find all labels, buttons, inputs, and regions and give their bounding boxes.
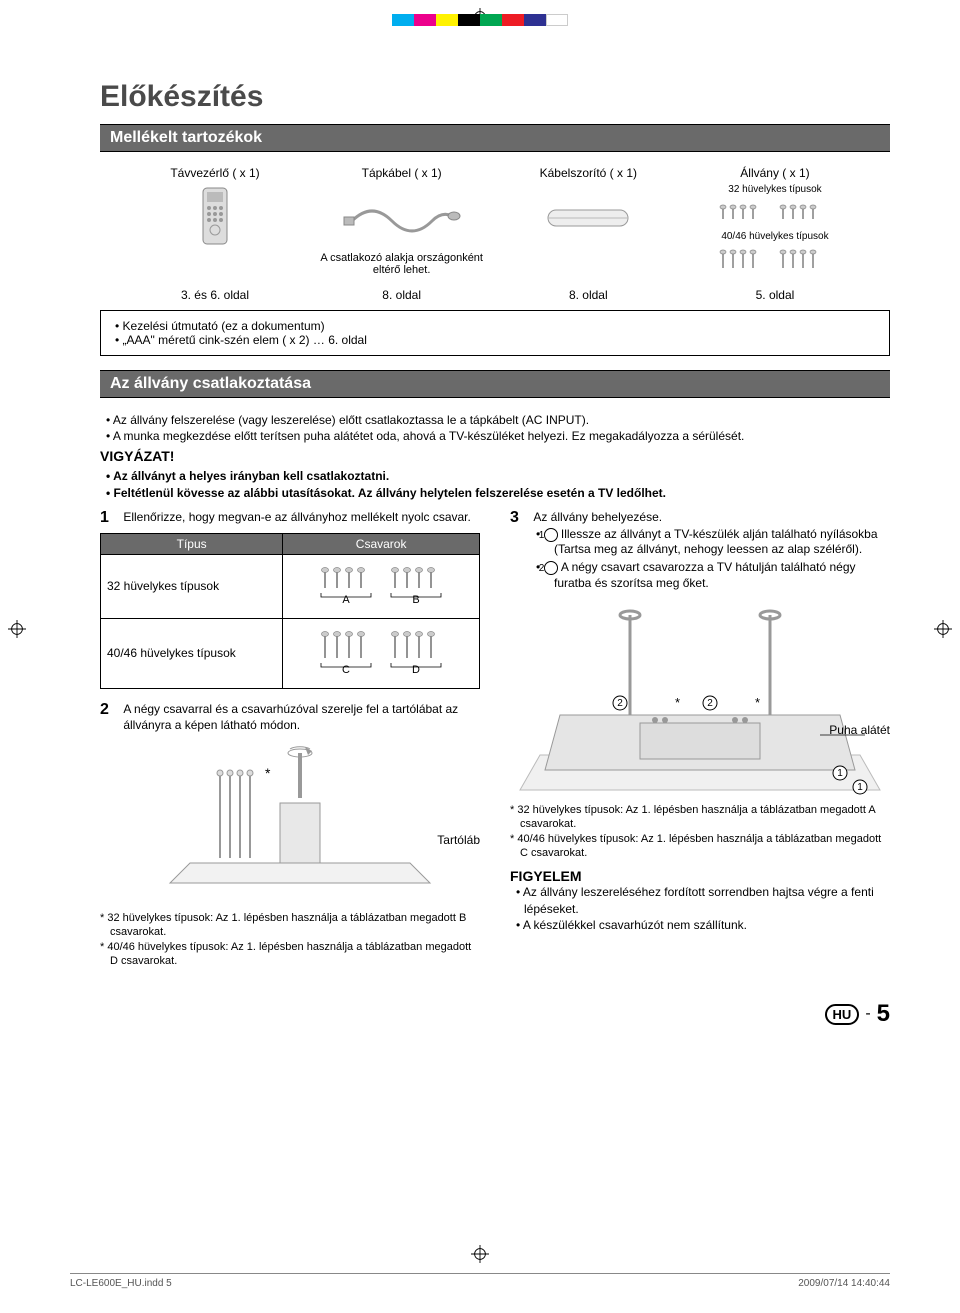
step3-footnotes: * 32 hüvelykes típusok: Az 1. lépésben h… xyxy=(510,803,890,860)
svg-text:2: 2 xyxy=(617,698,623,709)
svg-text:*: * xyxy=(675,695,680,710)
acc-cable-clip: Kábelszorító ( x 1) xyxy=(503,166,673,278)
acc-stand-40: 40/46 hüvelykes típusok xyxy=(690,231,860,242)
bullet2-0: Az állványt a helyes irányban kell csatl… xyxy=(106,468,890,484)
right-column: 3 Az állvány behelyezése. 1 Illessze az … xyxy=(510,509,890,969)
page-sep: - xyxy=(865,1005,870,1023)
att-1: A készülékkel csavarhúzót nem szállítunk… xyxy=(516,917,890,933)
attention-list: Az állvány leszereléséhez fordított sorr… xyxy=(510,884,890,933)
acc-stand-32: 32 hüvelykes típusok xyxy=(690,184,860,195)
screw-table: Típus Csavarok 32 hüvelykes típusok A B xyxy=(100,533,480,689)
fn3-0: 32 hüvelykes típusok: Az 1. lépésben has… xyxy=(517,804,875,830)
stand-content: Az állvány felszerelése (vagy leszerelés… xyxy=(100,412,890,968)
acc-power-sub: A csatlakozó alakja országonként eltérő … xyxy=(317,252,487,276)
screws-40-icon xyxy=(715,248,835,272)
bullet1-0: Az állvány felszerelése (vagy leszerelés… xyxy=(106,412,890,428)
left-column: 1 Ellenőrizze, hogy megvan-e az állványh… xyxy=(100,509,480,969)
acc-power-cable: Tápkábel ( x 1) A csatlakozó alakja orsz… xyxy=(317,166,487,278)
row1-screws: C D xyxy=(283,618,480,688)
page-content: Előkészítés Mellékelt tartozékok Távvezé… xyxy=(100,80,890,968)
screws-32-icon xyxy=(715,203,835,223)
bullet2-1: Feltétlenül kövesse az alábbi utasítások… xyxy=(106,485,890,501)
fn2-0: 32 hüvelykes típusok: Az 1. lépésben has… xyxy=(107,912,466,938)
step3-diagram: 2 * 2 * 1 1 Puha alátét xyxy=(510,595,890,795)
svg-text:1: 1 xyxy=(857,782,863,793)
step3-sublist: 1 Illessze az állványt a TV-készülék alj… xyxy=(530,527,890,591)
step2-num: 2 xyxy=(100,701,120,719)
page-num: 5 xyxy=(877,1000,890,1028)
step2-text: A négy csavarral és a csavarhúzóval szer… xyxy=(123,701,479,733)
svg-text:A: A xyxy=(342,594,350,605)
page-refs: 3. és 6. oldal 8. oldal 8. oldal 5. olda… xyxy=(130,288,860,302)
power-cable-icon xyxy=(342,191,462,241)
footer-right: 2009/07/14 14:40:44 xyxy=(798,1278,890,1289)
step1-text: Ellenőrizze, hogy megvan-e az állványhoz… xyxy=(123,509,479,525)
registration-mark-right xyxy=(934,620,952,638)
th-type: Típus xyxy=(101,533,283,554)
remote-icon xyxy=(195,186,235,246)
attention-title: FIGYELEM xyxy=(510,868,890,884)
acc-remote-label: Távvezérlő ( x 1) xyxy=(130,166,300,180)
step2-footnotes: * 32 hüvelykes típusok: Az 1. lépésben h… xyxy=(100,911,480,968)
two-column-layout: 1 Ellenőrizze, hogy megvan-e az állványh… xyxy=(100,509,890,969)
step3-num: 3 xyxy=(510,509,530,527)
acc-power-label: Tápkábel ( x 1) xyxy=(317,166,487,180)
svg-text:B: B xyxy=(412,594,419,605)
svg-text:D: D xyxy=(412,664,420,675)
registration-mark-left xyxy=(8,620,26,638)
main-title: Előkészítés xyxy=(100,80,890,114)
accessories-row: Távvezérlő ( x 1) Tápkábel ( x 1) xyxy=(130,166,860,278)
warning-title: VIGYÁZAT! xyxy=(100,448,890,464)
footer-left: LC-LE600E_HU.indd 5 xyxy=(70,1278,172,1289)
row0-screws: A B xyxy=(283,554,480,618)
notes-box: Kezelési útmutató (ez a dokumentum) „AAA… xyxy=(100,310,890,356)
print-footer: LC-LE600E_HU.indd 5 2009/07/14 14:40:44 xyxy=(70,1273,890,1289)
att-0: Az állvány leszereléséhez fordított sorr… xyxy=(516,884,890,916)
acc-clip-label: Kábelszorító ( x 1) xyxy=(503,166,673,180)
note-0: Kezelési útmutató (ez a dokumentum) xyxy=(115,319,875,333)
acc-remote: Távvezérlő ( x 1) xyxy=(130,166,300,278)
svg-text:*: * xyxy=(265,765,271,781)
ref-1: 8. oldal xyxy=(317,288,487,302)
fn3-1: 40/46 hüvelykes típusok: Az 1. lépésben … xyxy=(517,833,881,859)
step3-text: Az állvány behelyezése. xyxy=(533,509,889,525)
ref-3: 5. oldal xyxy=(690,288,860,302)
acc-stand-label: Állvány ( x 1) xyxy=(690,166,860,180)
step1-num: 1 xyxy=(100,509,120,527)
color-calibration-bar xyxy=(392,14,568,26)
svg-text:*: * xyxy=(755,695,760,710)
step3-label: Puha alátét xyxy=(829,723,890,737)
svg-text:2: 2 xyxy=(707,698,713,709)
acc-stand: Állvány ( x 1) 32 hüvelykes típusok 40/4… xyxy=(690,166,860,278)
bullet1-1: A munka megkezdése előtt terítsen puha a… xyxy=(106,428,890,444)
th-screws: Csavarok xyxy=(283,533,480,554)
note-1: „AAA" méretű cink-szén elem ( x 2) … 6. … xyxy=(115,333,875,347)
ref-2: 8. oldal xyxy=(503,288,673,302)
section-stand-title: Az állvány csatlakoztatása xyxy=(100,370,890,398)
page-number: HU - 5 xyxy=(825,1000,890,1028)
lang-code: HU xyxy=(825,1004,860,1025)
step3-sub0: Illessze az állványt a TV-készülék alján… xyxy=(554,527,878,557)
svg-text:1: 1 xyxy=(837,768,843,779)
step2-diagram: * Tartóláb xyxy=(100,743,480,903)
registration-mark-bottom xyxy=(471,1245,489,1263)
step3-sub1: A négy csavart csavarozza a TV hátulján … xyxy=(554,560,856,590)
svg-text:C: C xyxy=(342,664,350,675)
row1-type: 40/46 hüvelykes típusok xyxy=(101,618,283,688)
ref-0: 3. és 6. oldal xyxy=(130,288,300,302)
step2-label: Tartóláb xyxy=(437,833,480,847)
row0-type: 32 hüvelykes típusok xyxy=(101,554,283,618)
section-accessories-title: Mellékelt tartozékok xyxy=(100,124,890,152)
fn2-1: 40/46 hüvelykes típusok: Az 1. lépésben … xyxy=(107,941,471,967)
cable-clip-icon xyxy=(538,196,638,236)
